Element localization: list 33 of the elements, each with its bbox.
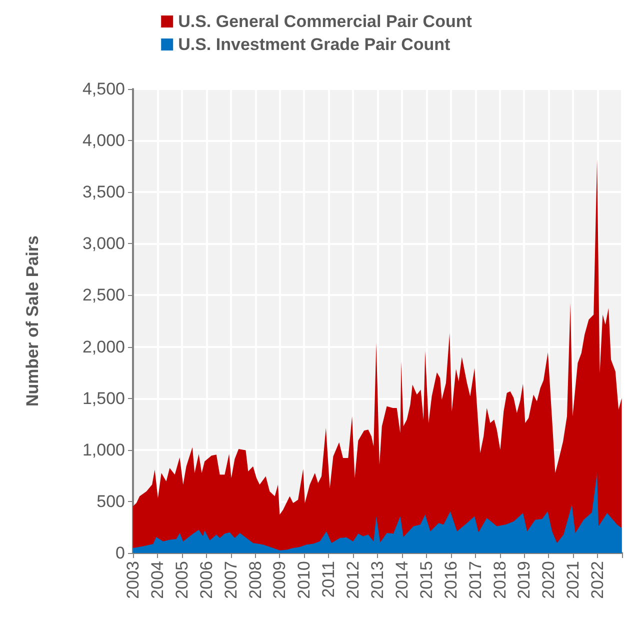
x-tick-label: 2011 xyxy=(319,561,338,598)
y-tick-label: 3,500 xyxy=(82,182,125,202)
y-tick-label: 1,500 xyxy=(82,388,125,408)
x-tick-label: 2022 xyxy=(588,561,608,599)
x-tick-label: 2013 xyxy=(368,561,387,599)
x-tick-label: 2009 xyxy=(270,561,290,599)
y-tick-label: 2,000 xyxy=(82,337,125,356)
x-tick-label: 2015 xyxy=(416,561,436,599)
y-tick-label: 500 xyxy=(96,492,125,511)
x-tick-label: 2014 xyxy=(392,561,412,599)
x-tick-label: 2016 xyxy=(441,561,460,599)
x-tick-label: 2004 xyxy=(148,561,167,599)
x-tick-label: 2017 xyxy=(466,561,485,599)
legend-label: U.S. Investment Grade Pair Count xyxy=(178,35,450,54)
x-tick-label: 2005 xyxy=(172,561,192,599)
x-tick-label: 2012 xyxy=(344,561,363,599)
y-tick-label: 1,000 xyxy=(82,440,125,460)
x-tick-label: 2007 xyxy=(221,561,240,599)
x-tick-label: 2008 xyxy=(246,561,265,599)
x-tick-label: 2010 xyxy=(294,561,314,599)
legend-label: U.S. General Commercial Pair Count xyxy=(178,12,472,31)
x-tick-label: 2006 xyxy=(196,561,216,599)
y-tick-label: 4,500 xyxy=(82,80,125,98)
y-tick-label: 2,500 xyxy=(82,286,125,305)
y-tick-label: 0 xyxy=(116,544,125,562)
x-tick-label: 2003 xyxy=(124,561,142,599)
x-tick-label: 2018 xyxy=(490,561,510,599)
x-tick-label: 2021 xyxy=(564,561,583,599)
y-axis-title: Number of Sale Pairs xyxy=(23,235,42,407)
y-tick-label: 4,000 xyxy=(82,131,125,150)
x-tick-label: 2020 xyxy=(539,561,558,599)
x-tick-label: 2019 xyxy=(514,561,534,599)
y-tick-label: 3,000 xyxy=(82,234,125,254)
